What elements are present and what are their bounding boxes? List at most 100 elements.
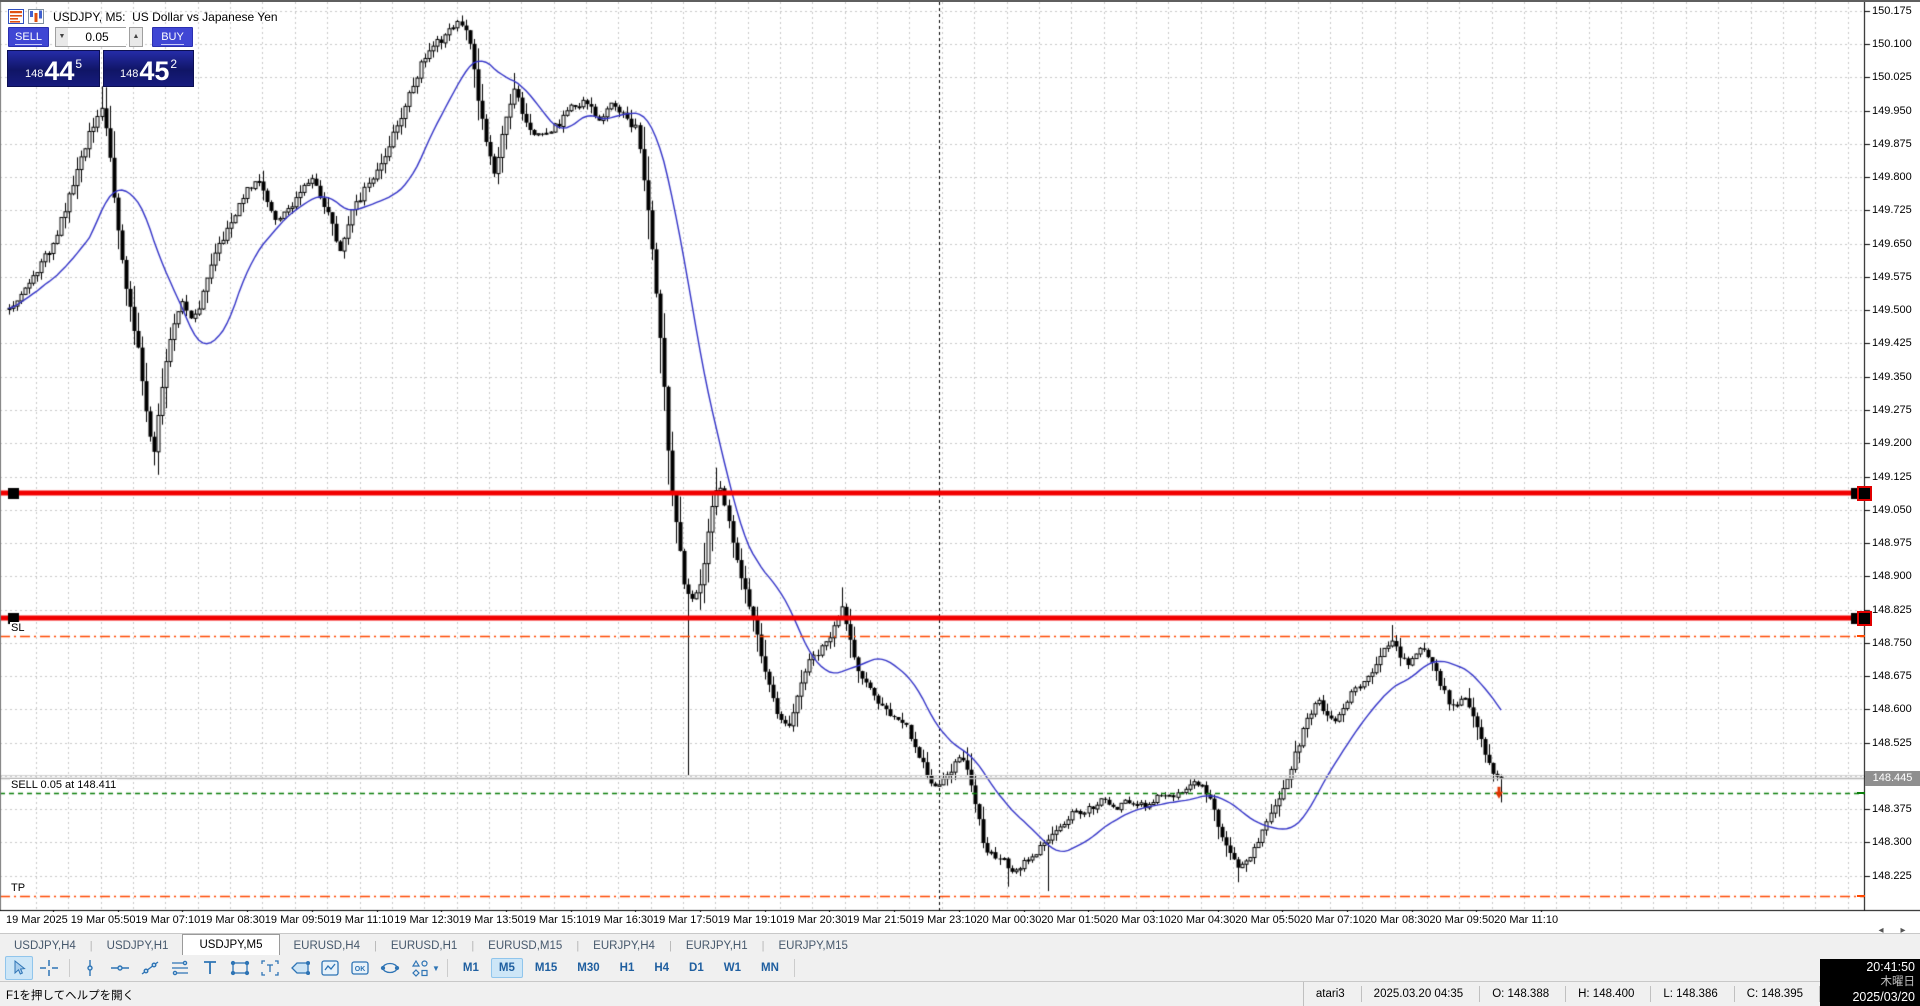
timeframe-h4-button[interactable]: H4 <box>654 962 670 974</box>
time-axis[interactable]: 19 Mar 2025 19 Mar 05:50 19 Mar 07:10 19 Ma… <box>0 912 1864 934</box>
resistance-line-axis-marker-2[interactable] <box>1857 610 1872 626</box>
toolbar-separator <box>446 959 448 977</box>
ok-dialog-icon[interactable]: OK <box>346 956 374 980</box>
time-axis-label: 19 Mar 19:10 <box>717 914 783 926</box>
volume-input[interactable] <box>68 27 126 47</box>
time-axis-label: 20 Mar 03:10 <box>1105 914 1171 926</box>
timeframe-mn-button[interactable]: MN <box>761 962 779 974</box>
chart-tab-eurjpy-h4[interactable]: EURJPY,H4 <box>593 940 655 952</box>
price-axis-label: 148.375 <box>1872 803 1912 816</box>
tab-scroll-left-icon[interactable]: ◂ <box>1878 925 1884 936</box>
tab-separator: | <box>373 940 377 952</box>
status-fields: atari3 2025.03.20 04:35 O: 148.388 H: 148.4… <box>1302 982 1820 1006</box>
price-axis-label: 148.825 <box>1872 603 1912 616</box>
volume-increase-button[interactable]: ▲ <box>129 27 143 47</box>
rectangle-icon[interactable] <box>226 956 254 980</box>
price-axis-label: 150.175 <box>1872 4 1912 17</box>
price-axis-label: 148.525 <box>1872 736 1912 749</box>
chart-tab-usdjpy-h4[interactable]: USDJPY,H4 <box>14 940 76 952</box>
take-profit-label: TP <box>10 881 27 894</box>
text-label-icon[interactable] <box>256 956 284 980</box>
time-axis-label: 20 Mar 04:30 <box>1170 914 1236 926</box>
tab-separator: | <box>668 940 672 952</box>
chart-tab-bar: USDJPY,H4 | USDJPY,H1 USDJPY,M5 EURUSD,H4 | EU… <box>0 933 1920 957</box>
price-axis-label: 149.350 <box>1872 370 1912 383</box>
tab-separator: | <box>576 940 580 952</box>
timeframe-d1-button[interactable]: D1 <box>689 962 704 974</box>
timeframe-m5-button[interactable]: M5 <box>490 958 523 978</box>
price-axis-label: 149.500 <box>1872 304 1912 317</box>
select-cursor-icon[interactable] <box>5 956 33 980</box>
sell-price-display[interactable]: 148 44 5 <box>7 50 100 87</box>
time-axis-label: 19 Mar 17:50 <box>653 914 718 926</box>
chart-tab-usdjpy-m5[interactable]: USDJPY,M5 <box>182 934 280 957</box>
stop-loss-label: SL <box>10 622 26 635</box>
current-price-badge: 148.445 <box>1865 771 1920 786</box>
take-profit-axis-tick <box>1857 894 1865 897</box>
price-chart-canvas[interactable] <box>0 2 1920 912</box>
status-candle-time: 2025.03.20 04:35 <box>1362 986 1481 1002</box>
price-axis-label: 148.975 <box>1872 537 1912 550</box>
chart-tab-usdjpy-h1[interactable]: USDJPY,H1 <box>106 940 169 952</box>
time-axis-label: 20 Mar 09:50 <box>1429 914 1495 926</box>
price-axis-label: 149.200 <box>1872 437 1912 450</box>
entry-axis-tick <box>1857 792 1865 795</box>
chart-title-row: USDJPY, M5: US Dollar vs Japanese Yen <box>8 9 278 24</box>
shapes-menu-dropdown-icon[interactable]: ▼ <box>432 963 440 973</box>
time-axis-label: 19 Mar 2025 <box>6 914 68 926</box>
price-axis-label: 148.675 <box>1872 670 1912 683</box>
text-icon[interactable] <box>196 956 224 980</box>
chart-tab-eurusd-h1[interactable]: EURUSD,H1 <box>390 940 458 952</box>
time-axis-label: 19 Mar 09:50 <box>264 914 330 926</box>
status-open: O: 148.388 <box>1480 986 1567 1002</box>
price-axis-label: 149.275 <box>1872 403 1912 416</box>
sell-button[interactable]: SELL <box>8 27 49 47</box>
chart-tab-eurjpy-h1[interactable]: EURJPY,H1 <box>685 940 748 952</box>
trendline-icon[interactable] <box>136 956 164 980</box>
timeframe-m30-button[interactable]: M30 <box>577 962 600 974</box>
status-low: L: 148.386 <box>1651 986 1735 1002</box>
time-axis-label: 20 Mar 00:30 <box>976 914 1042 926</box>
status-help-text: F1を押してヘルプを開く <box>6 990 135 1002</box>
horizontal-line-icon[interactable] <box>106 956 134 980</box>
tab-scroll-right-icon[interactable]: ▸ <box>1900 925 1906 936</box>
volume-decrease-button[interactable]: ▼ <box>55 27 69 47</box>
clock-time: 20:41:50 <box>1866 960 1915 974</box>
chart-tab-eurusd-h4[interactable]: EURUSD,H4 <box>293 940 360 952</box>
time-axis-label: 19 Mar 16:30 <box>588 914 654 926</box>
time-axis-label: 20 Mar 07:10 <box>1300 914 1365 926</box>
price-axis-label: 149.725 <box>1872 204 1912 217</box>
timeframe-w1-button[interactable]: W1 <box>723 962 741 974</box>
price-axis-label: 148.225 <box>1872 869 1912 882</box>
timeframe-m1-button[interactable]: M1 <box>462 962 479 974</box>
clock-date: 2025/03/20 <box>1852 990 1915 1004</box>
status-bar: F1を押してヘルプを開く atari3 2025.03.20 04:35 O: 14… <box>0 981 1920 1006</box>
shapes-menu-icon[interactable] <box>406 956 434 980</box>
svg-text:OK: OK <box>355 966 366 973</box>
crosshair-icon[interactable] <box>35 956 63 980</box>
price-axis-label: 149.575 <box>1872 270 1912 283</box>
price-axis-label: 149.800 <box>1872 171 1912 184</box>
position-entry-label: SELL 0.05 at 148.411 <box>10 779 118 792</box>
chart-tab-eurjpy-m15[interactable]: EURJPY,M15 <box>778 940 848 952</box>
buy-button[interactable]: BUY <box>152 27 193 47</box>
ellipse-icon[interactable] <box>376 956 404 980</box>
tab-separator: | <box>761 940 765 952</box>
timeframe-h1-button[interactable]: H1 <box>619 962 635 974</box>
price-label-icon[interactable] <box>286 956 314 980</box>
equidistant-channel-icon[interactable] <box>166 956 194 980</box>
chart-title: USDJPY, M5: US Dollar vs Japanese Yen <box>53 9 278 24</box>
indicators-dialog-icon[interactable] <box>316 956 344 980</box>
tab-separator: | <box>89 940 93 952</box>
time-axis-label: 19 Mar 11:10 <box>329 914 394 926</box>
resistance-line-axis-marker[interactable] <box>1857 485 1872 501</box>
time-axis-label: 19 Mar 08:30 <box>200 914 265 926</box>
timeframe-m15-button[interactable]: M15 <box>534 962 558 974</box>
chart-tab-eurusd-m15[interactable]: EURUSD,M15 <box>488 940 563 952</box>
vertical-line-icon[interactable] <box>76 956 104 980</box>
stop-loss-axis-tick <box>1857 635 1865 638</box>
buy-price-display[interactable]: 148 45 2 <box>103 50 194 87</box>
time-axis-label: 20 Mar 11:10 <box>1494 914 1559 926</box>
price-axis[interactable]: 150.175 150.100 150.025 149.950 149.875 149.8… <box>1866 2 1920 910</box>
toolbar-separator <box>793 959 795 977</box>
